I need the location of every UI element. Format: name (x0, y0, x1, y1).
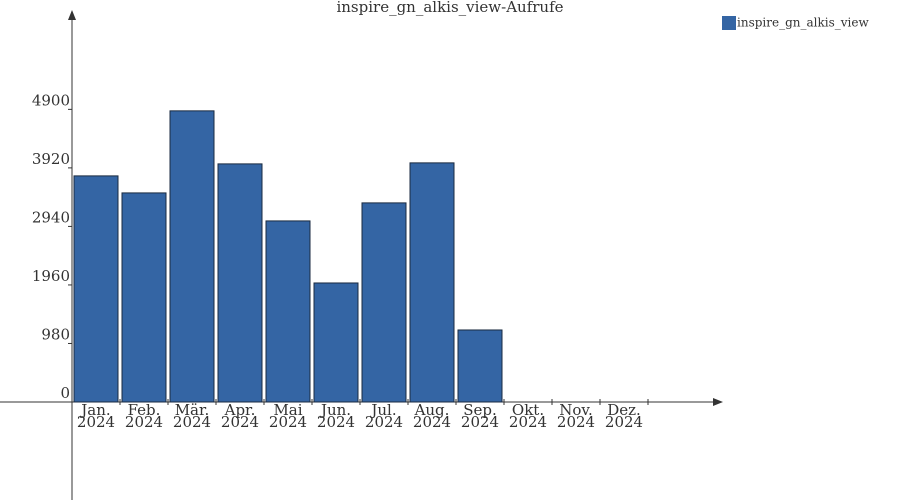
x-tick-label: Jun. 2024 (317, 401, 355, 431)
y-tick-label: 980 (41, 325, 70, 343)
y-tick-label: 4900 (32, 91, 70, 109)
chart-title: inspire_gn_alkis_view-Aufrufe (336, 0, 563, 16)
x-tick-label: Feb. 2024 (125, 401, 163, 431)
x-tick-label: Okt. 2024 (509, 401, 547, 431)
bar (169, 110, 215, 403)
bar (457, 329, 503, 403)
bar (217, 163, 263, 403)
bar (73, 175, 119, 403)
y-tick-label: 1960 (32, 267, 70, 285)
legend-label: inspire_gn_alkis_view (737, 16, 869, 30)
x-tick-label: Apr. 2024 (221, 401, 259, 431)
bar (361, 202, 407, 403)
bar (265, 220, 311, 403)
x-tick-label: Mai 2024 (269, 401, 307, 431)
x-tick-label: Sep. 2024 (461, 401, 499, 431)
bar (121, 192, 167, 403)
bar (409, 162, 455, 403)
legend-swatch (722, 16, 736, 30)
x-tick-label: Mär. 2024 (173, 401, 211, 431)
y-tick-label: 2940 (32, 208, 70, 226)
x-tick-label: Nov. 2024 (557, 401, 595, 431)
y-tick-label: 0 (60, 384, 70, 402)
x-tick-label: Jan. 2024 (77, 401, 115, 431)
bar (313, 282, 359, 403)
x-tick-label: Jul. 2024 (365, 401, 403, 431)
x-tick-label: Dez. 2024 (605, 401, 643, 431)
y-tick-label: 3920 (32, 150, 70, 168)
x-tick-label: Aug. 2024 (413, 401, 451, 431)
